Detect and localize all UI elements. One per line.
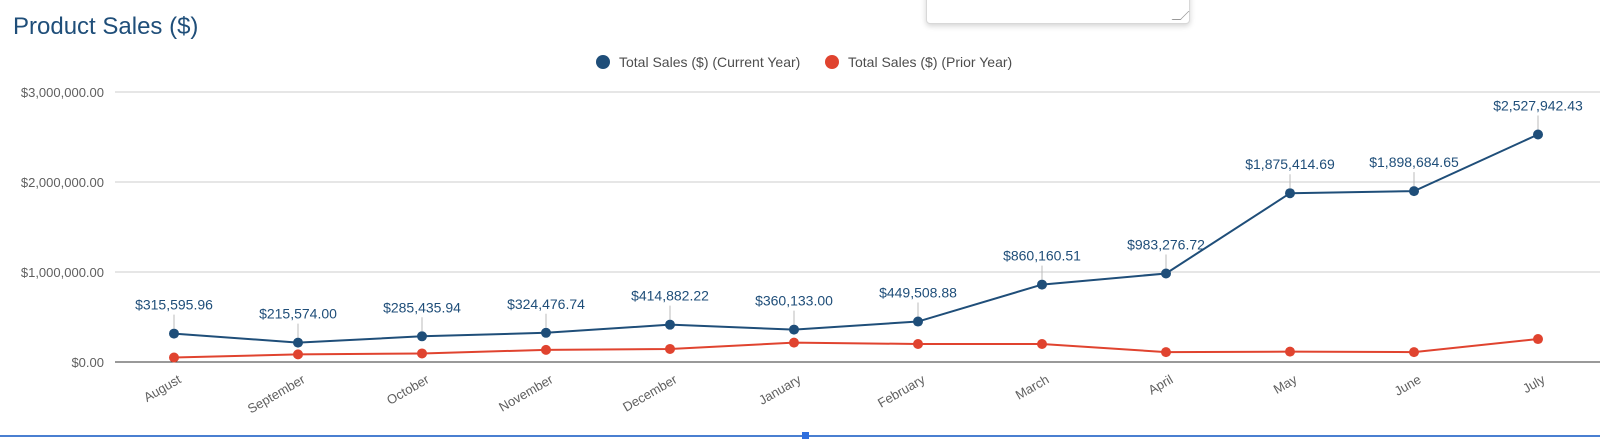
x-tick-label: December bbox=[620, 371, 680, 414]
comment-textarea[interactable] bbox=[926, 0, 1190, 24]
data-label: $324,476.74 bbox=[507, 296, 585, 312]
data-point-current-year bbox=[541, 327, 551, 338]
y-tick-label: $0.00 bbox=[71, 355, 104, 370]
data-point-prior-year bbox=[169, 352, 179, 363]
x-tick-label: April bbox=[1145, 372, 1175, 398]
data-label: $860,160.51 bbox=[1003, 248, 1081, 264]
data-point-prior-year bbox=[1285, 346, 1295, 357]
data-point-current-year bbox=[913, 316, 923, 327]
x-tick-label: November bbox=[496, 371, 556, 414]
data-point-current-year bbox=[293, 337, 303, 348]
y-tick-label: $3,000,000.00 bbox=[21, 85, 104, 100]
data-label: $983,276.72 bbox=[1127, 237, 1205, 253]
x-tick-label: July bbox=[1520, 371, 1548, 396]
data-label: $2,527,942.43 bbox=[1493, 97, 1583, 113]
data-label: $449,508.88 bbox=[879, 285, 957, 301]
data-point-prior-year bbox=[1409, 347, 1419, 358]
x-tick-label: September bbox=[245, 371, 308, 416]
data-point-prior-year bbox=[1161, 347, 1171, 358]
data-label: $285,435.94 bbox=[383, 299, 461, 315]
data-point-current-year bbox=[665, 319, 675, 330]
data-label: $1,875,414.69 bbox=[1245, 156, 1335, 172]
data-point-prior-year bbox=[1533, 334, 1543, 345]
data-point-prior-year bbox=[417, 348, 427, 359]
data-label: $1,898,684.65 bbox=[1369, 154, 1459, 170]
data-point-prior-year bbox=[789, 337, 799, 348]
resize-handle[interactable] bbox=[802, 432, 809, 439]
x-tick-label: March bbox=[1013, 372, 1052, 403]
data-point-current-year bbox=[1037, 279, 1047, 290]
legend-marker bbox=[825, 55, 839, 69]
x-tick-label: October bbox=[384, 371, 432, 407]
data-point-current-year bbox=[169, 328, 179, 339]
data-point-prior-year bbox=[293, 349, 303, 360]
data-point-current-year bbox=[1409, 186, 1419, 197]
data-point-prior-year bbox=[913, 339, 923, 349]
legend-marker bbox=[596, 55, 610, 69]
selection-rule bbox=[0, 435, 1600, 437]
x-tick-label: February bbox=[875, 371, 928, 410]
data-point-current-year bbox=[1161, 268, 1171, 279]
data-point-current-year bbox=[789, 324, 799, 335]
data-point-current-year bbox=[417, 331, 427, 342]
x-tick-label: May bbox=[1271, 371, 1300, 397]
data-label: $414,882.22 bbox=[631, 288, 709, 304]
data-label: $215,574.00 bbox=[259, 306, 337, 322]
x-tick-label: August bbox=[141, 371, 184, 404]
series-line-prior-year bbox=[173, 338, 1539, 359]
data-label: $360,133.00 bbox=[755, 293, 833, 309]
data-point-prior-year bbox=[541, 344, 551, 355]
chart-title: Product Sales ($) bbox=[13, 13, 199, 40]
data-point-current-year bbox=[1285, 188, 1295, 199]
y-tick-label: $1,000,000.00 bbox=[21, 265, 104, 280]
data-point-prior-year bbox=[1037, 339, 1047, 349]
sales-line-chart: $0.00 $1,000,000.00 $2,000,000.00 $3,000,00… bbox=[21, 54, 1600, 416]
x-tick-label: January bbox=[756, 371, 804, 407]
data-point-prior-year bbox=[665, 343, 675, 354]
y-tick-label: $2,000,000.00 bbox=[21, 175, 104, 190]
x-tick-label: June bbox=[1392, 372, 1424, 399]
legend-label: Total Sales ($) (Prior Year) bbox=[848, 54, 1012, 70]
data-label: $315,595.96 bbox=[135, 297, 213, 313]
series-line-current-year bbox=[173, 133, 1539, 344]
data-point-current-year bbox=[1533, 129, 1543, 140]
legend-label: Total Sales ($) (Current Year) bbox=[619, 54, 800, 70]
